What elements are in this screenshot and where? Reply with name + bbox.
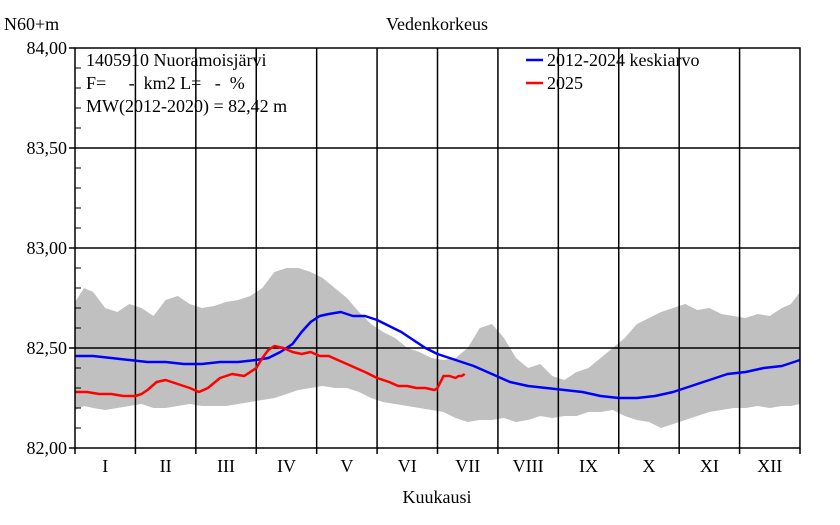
x-tick-label: IX — [579, 456, 598, 476]
x-tick-label: VII — [455, 456, 480, 476]
legend-label-current: 2025 — [547, 73, 583, 93]
legend-label-mean: 2012-2024 keskiarvo — [547, 50, 699, 70]
series-line-2025 — [75, 344, 466, 398]
x-tick-label: II — [160, 456, 172, 476]
station-name: 1405910 Nuoramoisjärvi — [86, 50, 266, 70]
y-tick-label: 82,00 — [27, 438, 68, 458]
x-tick-label: IV — [277, 456, 296, 476]
x-axis-label: Kuukausi — [403, 487, 472, 507]
y-tick-label: 82,50 — [27, 338, 68, 358]
x-tick-label: VI — [398, 456, 417, 476]
grid — [75, 48, 800, 448]
y-tick-label: 84,00 — [27, 38, 68, 58]
x-tick-label: X — [642, 456, 655, 476]
plot-frame — [74, 47, 801, 449]
x-tick-label: V — [340, 456, 353, 476]
info-box: 1405910 Nuoramoisjärvi F= - km2 L= - % M… — [86, 50, 287, 117]
series-group — [75, 310, 801, 400]
x-tick-label: XI — [700, 456, 719, 476]
y-tick-label: 83,50 — [27, 138, 68, 158]
series-line-mean — [75, 310, 801, 400]
mean-water-level: MW(2012-2020) = 82,42 m — [86, 96, 287, 117]
x-tick-label: III — [217, 456, 235, 476]
y-tick-label: 83,00 — [27, 238, 68, 258]
x-tick-label: VIII — [513, 456, 544, 476]
chart-title: Vedenkorkeus — [386, 14, 488, 34]
x-tick-label: XII — [757, 456, 782, 476]
x-tick-label: I — [102, 456, 108, 476]
legend: 2012-2024 keskiarvo 2025 — [526, 50, 699, 93]
catchment-info: F= - km2 L= - % — [86, 73, 245, 93]
y-axis-label: N60+m — [4, 14, 59, 34]
